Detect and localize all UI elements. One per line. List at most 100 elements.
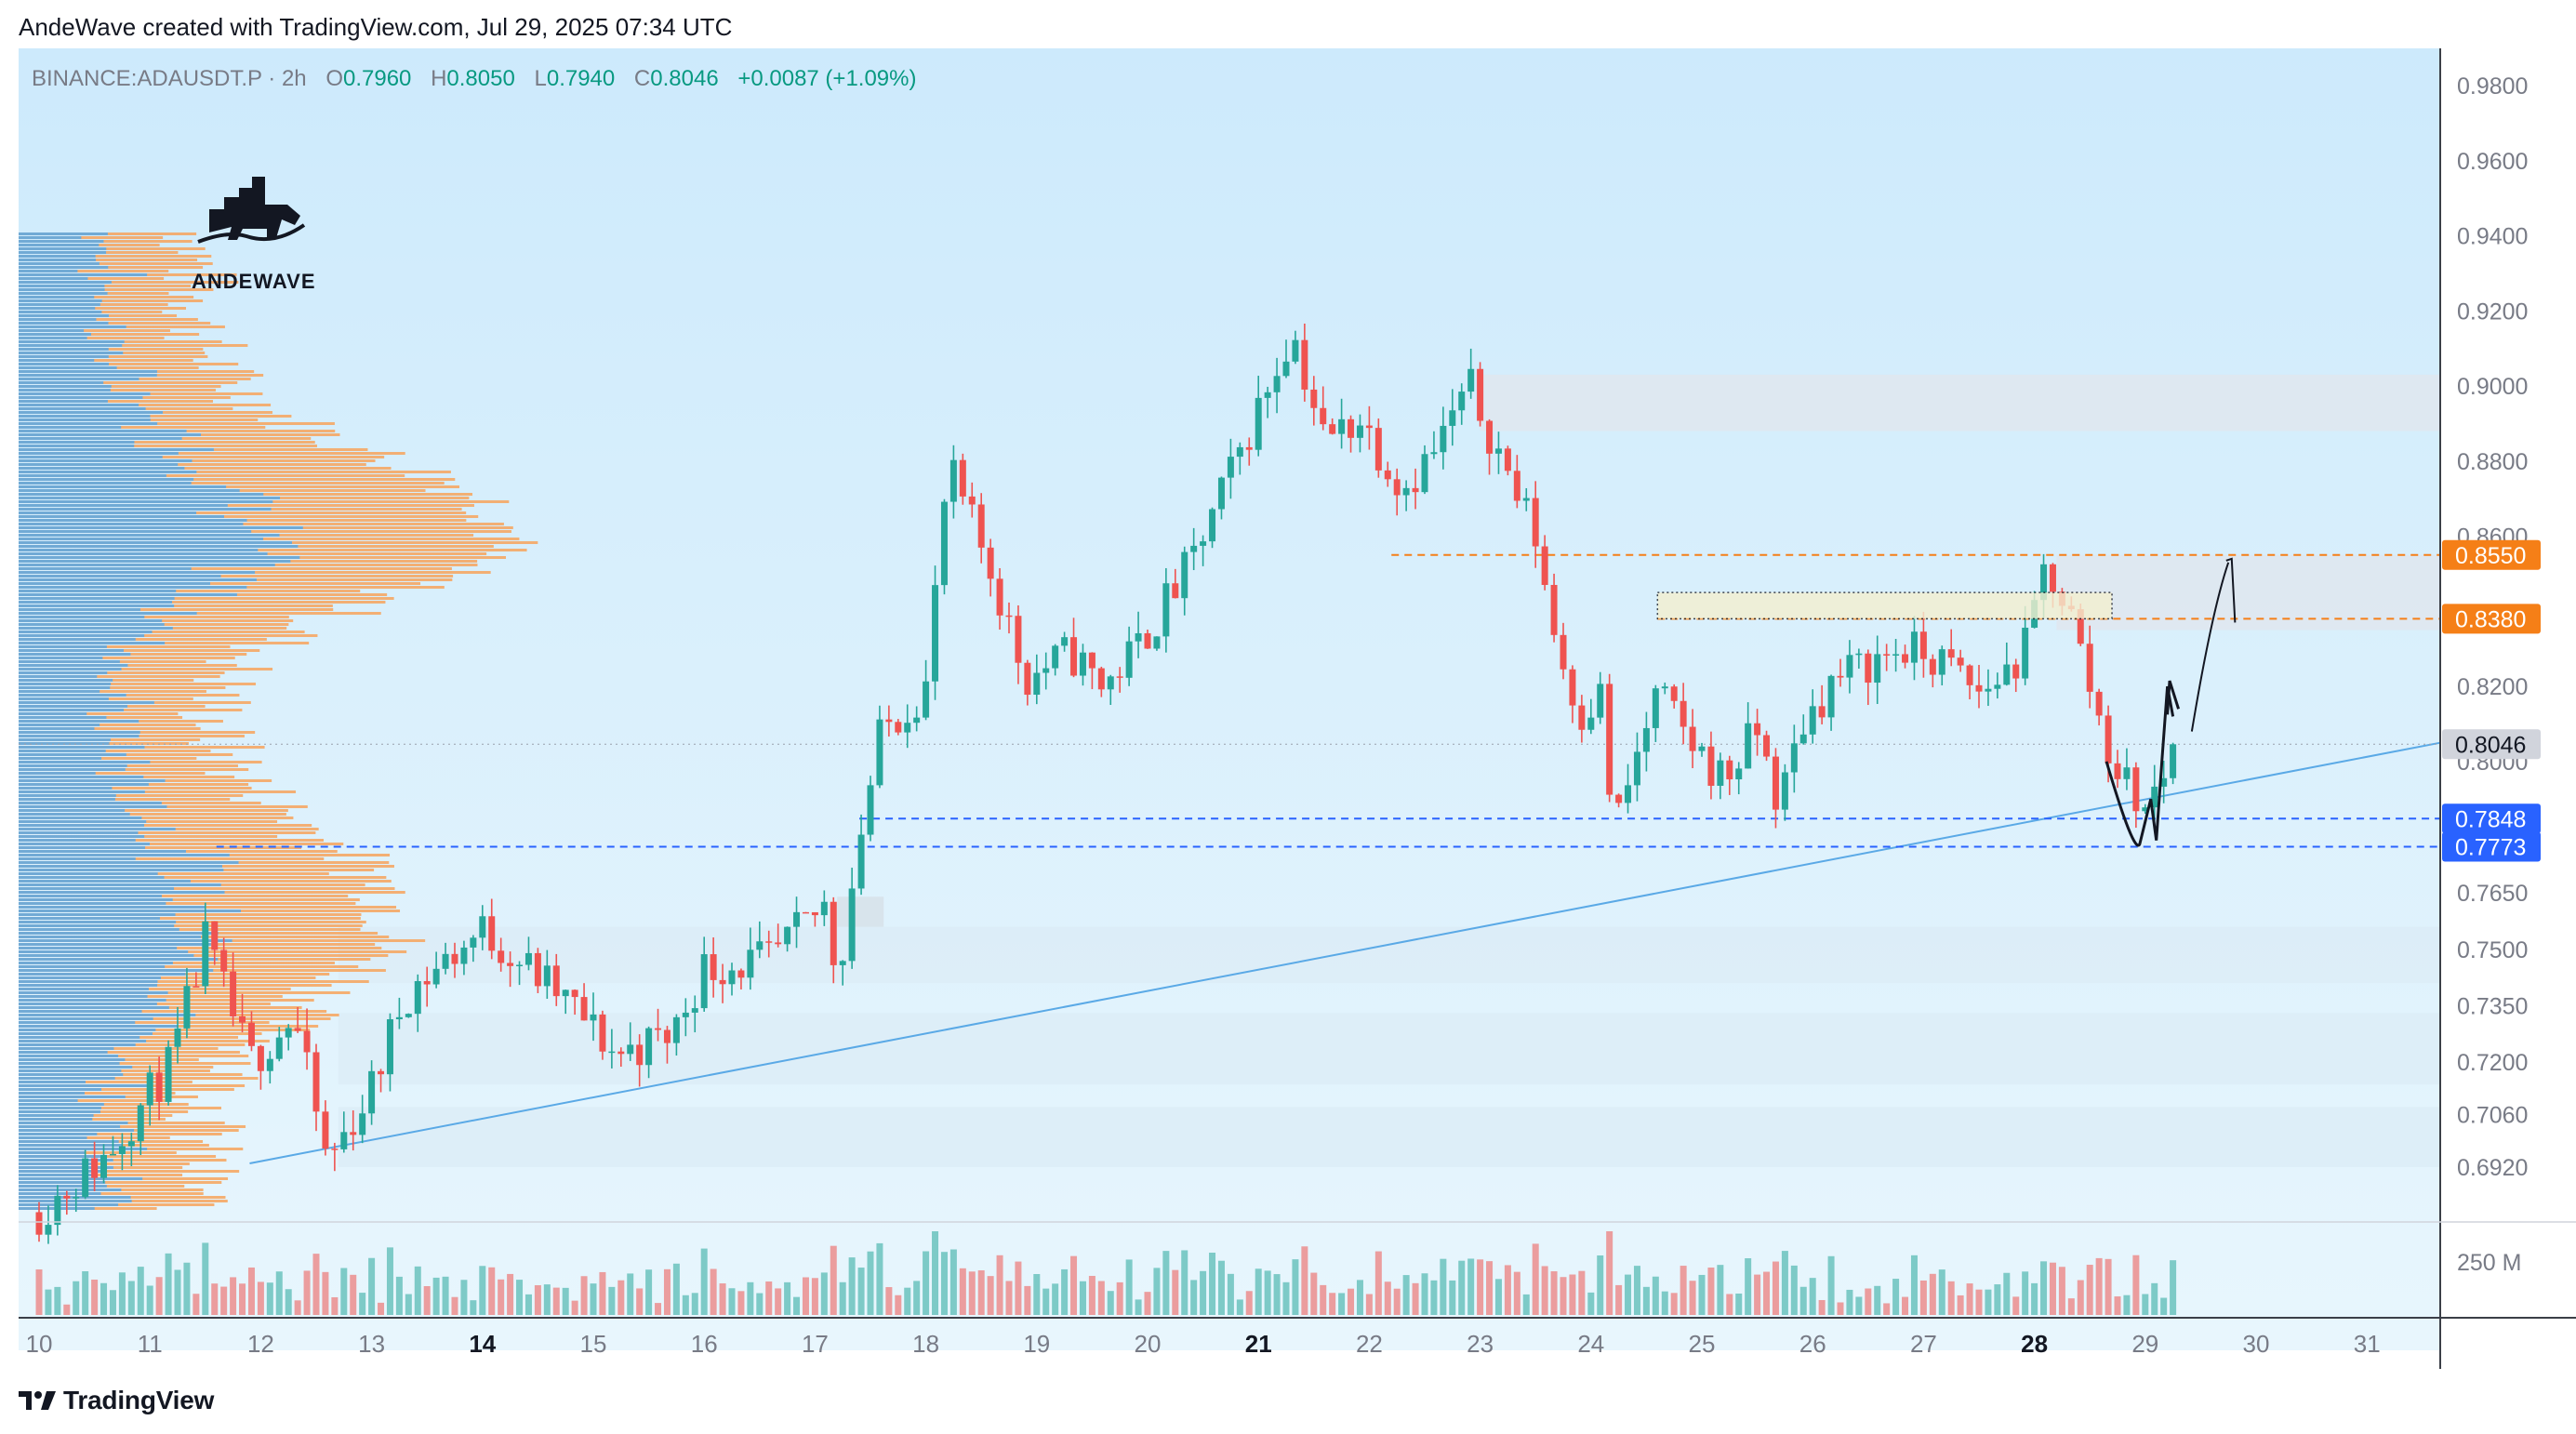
horizontal-lines-layer: [19, 553, 2440, 848]
volume-profile-bar: [19, 898, 173, 901]
volume-profile-bar: [19, 906, 397, 909]
price-tick-label: 0.8200: [2457, 674, 2528, 700]
volume-profile-bar: [19, 266, 204, 269]
volume-bar: [127, 1281, 135, 1315]
volume-profile-bar: [19, 1110, 189, 1113]
candle-body: [2086, 644, 2093, 692]
volume-bar: [923, 1251, 930, 1315]
volume-bar: [1763, 1271, 1771, 1315]
price-tick-label: 0.6920: [2457, 1155, 2528, 1181]
candle-body: [1560, 634, 1567, 670]
price-tick-label: 0.7200: [2457, 1050, 2528, 1076]
volume-bar: [1135, 1299, 1142, 1315]
candle-body: [2132, 767, 2140, 812]
price-label-text: 0.7848: [2455, 806, 2526, 832]
volume-bar: [2031, 1282, 2038, 1315]
volume-bar: [885, 1287, 893, 1315]
volume-profile-bar: [19, 255, 96, 258]
volume-profile-bar: [19, 303, 100, 306]
tradingview-footer[interactable]: TradingView: [19, 1386, 214, 1415]
candle-body: [2095, 691, 2103, 716]
volume-profile-bar: [19, 244, 100, 246]
volume-profile-bar: [19, 247, 107, 250]
candle-body: [959, 459, 966, 497]
volume-profile-bar: [19, 995, 148, 998]
volume-bar: [1625, 1274, 1632, 1315]
volume-profile-bar: [19, 1136, 87, 1139]
volume-bar: [1587, 1292, 1595, 1315]
zone-rect: [837, 896, 884, 927]
candle-body: [1633, 751, 1640, 786]
volume-profile-bar: [19, 1159, 113, 1162]
candle-body: [2123, 767, 2131, 779]
volume-profile-bar: [19, 296, 194, 299]
candle-body: [1504, 448, 1511, 471]
volume-profile-bar: [19, 995, 283, 998]
volume-profile-bar: [19, 538, 264, 540]
volume-profile-bar: [19, 787, 252, 790]
volume-profile-bar: [19, 1114, 173, 1117]
candle-body: [645, 1028, 653, 1066]
volume-bar: [1348, 1288, 1355, 1315]
volume-profile-bar: [19, 1058, 126, 1061]
volume-bar: [488, 1267, 496, 1315]
candle-body: [54, 1195, 61, 1226]
volume-profile-bar: [19, 976, 161, 979]
volume-profile-bar: [19, 794, 116, 797]
volume-profile-bar: [19, 519, 247, 522]
volume-bar: [691, 1293, 698, 1315]
volume-profile-bar: [19, 478, 456, 481]
volume-profile-bar: [19, 631, 153, 633]
volume-profile-bar: [19, 638, 267, 641]
volume-bar: [460, 1280, 468, 1315]
volume-bar: [1902, 1296, 1909, 1315]
volume-bar: [1919, 1280, 1927, 1315]
candle-body: [1919, 631, 1927, 659]
candle-body: [1578, 705, 1586, 730]
candle-body: [1245, 446, 1253, 450]
candle-body: [1522, 498, 1530, 501]
volume-bar: [1670, 1293, 1678, 1315]
volume-bar: [737, 1291, 745, 1315]
volume-profile-bar: [19, 236, 164, 239]
candle-body: [811, 911, 818, 916]
candle-body: [174, 1028, 181, 1047]
candle-body: [451, 953, 458, 964]
volume-bar: [811, 1278, 818, 1315]
volume-profile-bar: [19, 1092, 85, 1095]
hand-drawn-arrow: [2105, 685, 2175, 847]
volume-profile-bar: [19, 404, 272, 406]
volume-profile-bar: [19, 1129, 135, 1132]
price-tick-label: 0.8800: [2457, 449, 2528, 475]
candle-body: [1717, 760, 1724, 786]
volume-profile-bar: [19, 314, 109, 317]
volume-bar: [239, 1283, 246, 1315]
volume-profile-bar: [19, 299, 102, 302]
volume-profile-bar: [19, 694, 126, 697]
candle-body: [1236, 446, 1243, 458]
volume-profile-bar: [19, 608, 334, 611]
volume-profile-bar: [19, 270, 78, 272]
volume-bar: [100, 1282, 108, 1315]
volume-profile-bar: [19, 497, 281, 499]
volume-bar: [294, 1300, 301, 1315]
legend-low-value: 0.7940: [547, 66, 615, 91]
candle-body: [1348, 418, 1355, 438]
candle-body: [1569, 669, 1576, 706]
volume-bar: [1689, 1281, 1696, 1315]
candle-body: [552, 965, 560, 997]
volume-profile-bar: [19, 805, 167, 808]
volume-bar: [2077, 1280, 2084, 1315]
candle-body: [165, 1046, 172, 1102]
volume-profile-bar: [19, 724, 196, 726]
volume-profile-bar: [19, 1174, 183, 1176]
candle-body: [1957, 657, 1964, 666]
volume-bar: [1217, 1260, 1225, 1315]
volume-profile-bar: [19, 560, 291, 563]
volume-profile-bar: [19, 1107, 221, 1109]
volume-profile-bar: [19, 601, 386, 604]
candle-body: [1412, 487, 1419, 493]
volume-profile-bar: [19, 1029, 156, 1031]
volume-profile-bar: [19, 1099, 172, 1102]
